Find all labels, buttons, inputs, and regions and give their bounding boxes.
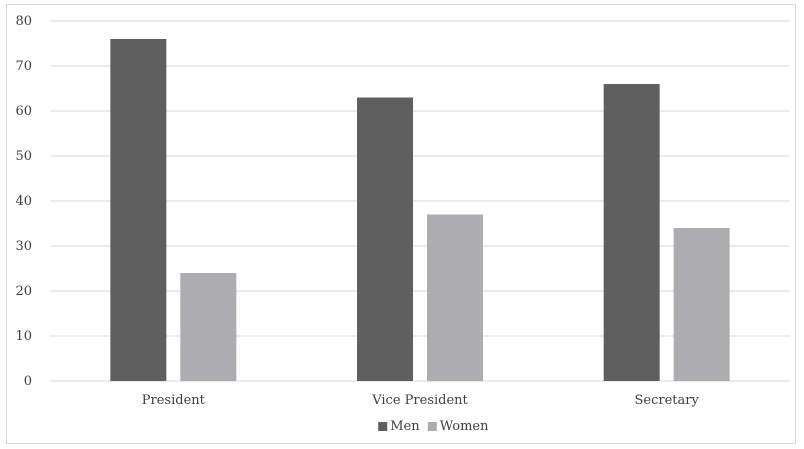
y-tick-label: 70 [15, 59, 32, 74]
y-tick-label: 80 [15, 14, 32, 29]
bar-men-president [110, 39, 167, 381]
x-category-label: Secretary [635, 393, 700, 408]
x-category-label: Vice President [371, 393, 468, 408]
legend-label-men: Men [390, 419, 420, 434]
y-tick-label: 30 [15, 239, 32, 254]
legend-swatch-men [378, 422, 388, 431]
bar-women-president [180, 273, 237, 381]
y-tick-label: 20 [15, 284, 32, 299]
bar-men-secretary [603, 84, 660, 381]
bar-men-vice-president [357, 97, 413, 381]
bar-women-secretary [673, 228, 730, 381]
legend-swatch-women [427, 422, 437, 431]
y-tick-label: 40 [15, 194, 32, 209]
legend-label-women: Women [440, 419, 489, 434]
y-tick-label: 10 [15, 329, 32, 344]
y-tick-label: 0 [24, 374, 32, 389]
y-tick-label: 60 [15, 104, 32, 119]
y-tick-label: 50 [15, 149, 32, 164]
bar-women-vice-president [427, 214, 483, 381]
x-category-label: President [142, 393, 206, 408]
